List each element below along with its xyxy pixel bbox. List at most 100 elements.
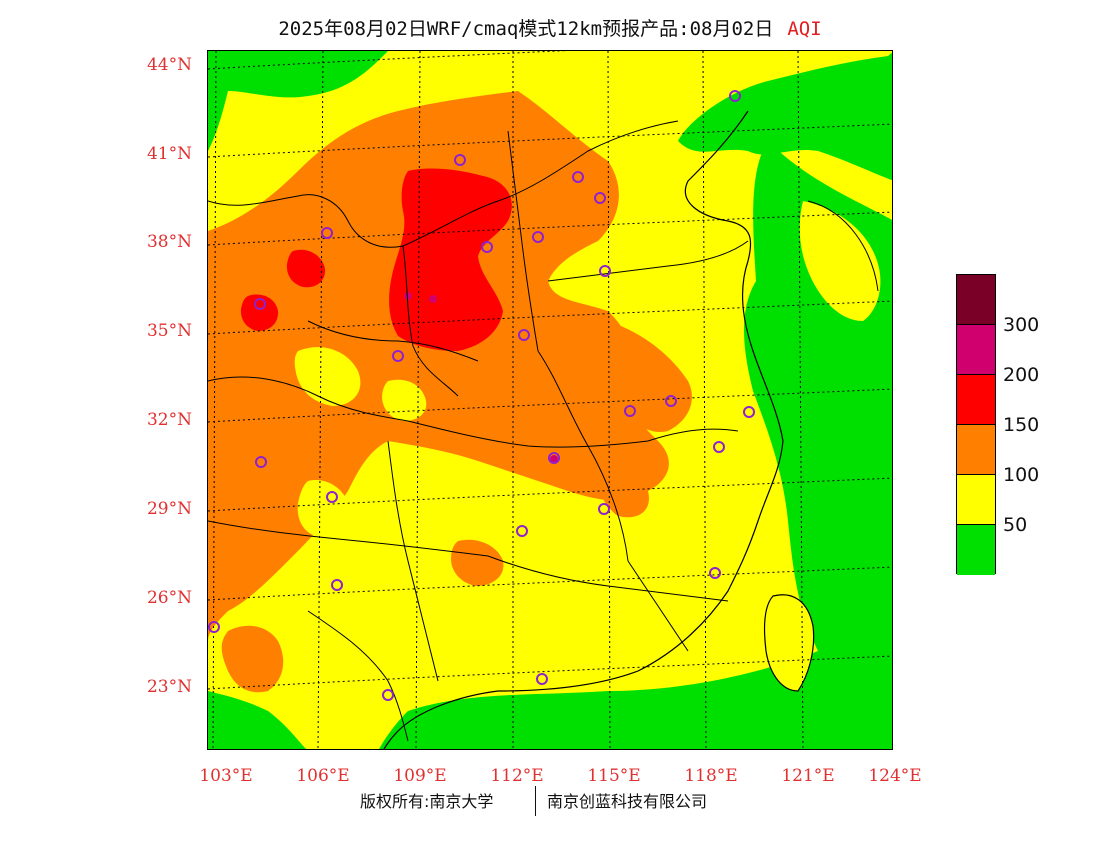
lon-label-121: 121°E: [781, 766, 835, 786]
lat-line-29: [208, 477, 892, 512]
boundary-14: [307, 610, 409, 742]
lat-label-38: 38°N: [146, 232, 192, 252]
legend-swatch-very-unhealthy: [957, 325, 995, 375]
legend-label-100: 100: [1003, 464, 1040, 486]
very-unhealthy-speck-2: [429, 295, 437, 303]
lat-label-41: 41°N: [146, 144, 192, 164]
lon-line-121: [797, 51, 804, 749]
station-icon: [254, 298, 266, 310]
station-icon: [331, 579, 343, 591]
map-title: 2025年08月02日WRF/cmaq模式12km预报产品:08月02日 AQI: [0, 14, 1100, 41]
lat-label-32: 32°N: [146, 410, 192, 430]
moderate-patch-2: [382, 379, 427, 421]
lon-label-124: 124°E: [868, 766, 922, 786]
very-unhealthy-speck-1: [404, 292, 412, 300]
northeast-good-region: [678, 52, 892, 181]
station-icon: [518, 329, 530, 341]
boundary-7: [407, 420, 649, 448]
lon-line-115: [607, 51, 611, 749]
lon-line-118: [702, 51, 707, 749]
copyright-owner: 版权所有:南京大学: [360, 792, 494, 811]
very-unhealthy-speck-3: [550, 455, 558, 463]
unhealthy-region-gansu: [240, 294, 279, 331]
korea-coastline: [807, 200, 879, 292]
aqi-map: [207, 50, 893, 750]
boundary-10: [537, 350, 629, 562]
legend-label-200: 200: [1003, 364, 1040, 386]
boundary-9: [208, 520, 489, 557]
moderate-patch-1: [294, 347, 361, 406]
title-main: 2025年08月02日WRF/cmaq模式12km预报产品:08月02日: [278, 18, 774, 40]
station-markers: [208, 90, 755, 701]
station-icon: [392, 350, 404, 362]
boundary-3: [507, 130, 539, 352]
lon-line-109: [415, 51, 421, 749]
station-icon: [382, 689, 394, 701]
legend-label-50: 50: [1003, 514, 1028, 536]
lat-line-23: [208, 655, 892, 690]
lon-line-103: [212, 51, 217, 749]
station-icon: [572, 171, 584, 183]
sea-good-region-east: [379, 141, 892, 749]
legend-swatch-very-high: [957, 275, 995, 325]
coastline: [383, 110, 784, 749]
lat-label-29: 29°N: [146, 499, 192, 519]
taiwan-coastline: [763, 594, 815, 692]
station-icon: [713, 441, 725, 453]
lat-line-32: [208, 388, 892, 423]
latitude-grid-lines: [208, 51, 892, 690]
lon-label-106: 106°E: [296, 766, 350, 786]
boundary-2: [402, 120, 679, 247]
legend-label-150: 150: [1003, 414, 1040, 436]
boundary-15: [627, 560, 689, 652]
province-boundaries: [208, 120, 749, 742]
station-icon: [326, 491, 338, 503]
lat-label-23: 23°N: [146, 677, 192, 697]
station-icon: [536, 673, 548, 685]
boundary-11: [487, 555, 729, 602]
station-icon: [598, 503, 610, 515]
lat-line-41: [208, 123, 892, 158]
station-icon: [624, 405, 636, 417]
lon-label-103: 103°E: [199, 766, 253, 786]
lon-label-115: 115°E: [587, 766, 641, 786]
legend-swatch-sensitive: [957, 425, 995, 475]
sensitive-region-southwest: [221, 625, 284, 693]
sensitive-region-anhui: [587, 431, 649, 518]
lon-label-112: 112°E: [490, 766, 544, 786]
lat-label-44: 44°N: [146, 55, 192, 75]
lon-label-109: 109°E: [393, 766, 447, 786]
lat-line-26: [208, 566, 892, 601]
copyright-company: 南京创蓝科技有限公司: [547, 792, 708, 811]
boundary-5: [307, 320, 479, 362]
sensitive-region-sichuan: [260, 449, 309, 496]
station-icon: [516, 525, 528, 537]
station-icon: [594, 192, 606, 204]
boundary-8: [387, 440, 439, 682]
boundary-4: [402, 245, 459, 397]
taiwan-moderate-region: [764, 594, 814, 691]
aqi-legend: [956, 274, 996, 575]
legend-label-300: 300: [1003, 314, 1040, 336]
station-icon: [729, 90, 741, 102]
boundary-1: [208, 194, 404, 248]
boundary-13: [647, 428, 739, 442]
lat-line-44: [208, 51, 568, 70]
southwest-good-region: [208, 691, 307, 749]
boundary-12: [547, 240, 749, 282]
station-icon: [709, 567, 721, 579]
title-product-tag: AQI: [787, 18, 822, 40]
legend-swatch-unhealthy: [957, 375, 995, 425]
sensitive-region-hunan: [451, 539, 504, 586]
legend-swatch-moderate: [957, 475, 995, 525]
station-icon: [208, 621, 220, 633]
sensitive-region-east-central: [606, 321, 692, 432]
station-icon: [454, 154, 466, 166]
station-icon: [532, 231, 544, 243]
aqi-map-canvas: [208, 51, 892, 749]
station-icon: [665, 395, 677, 407]
legend-swatch-good: [957, 525, 995, 575]
lat-line-38: [208, 211, 892, 246]
lat-line-35: [208, 300, 892, 335]
station-icon: [481, 241, 493, 253]
